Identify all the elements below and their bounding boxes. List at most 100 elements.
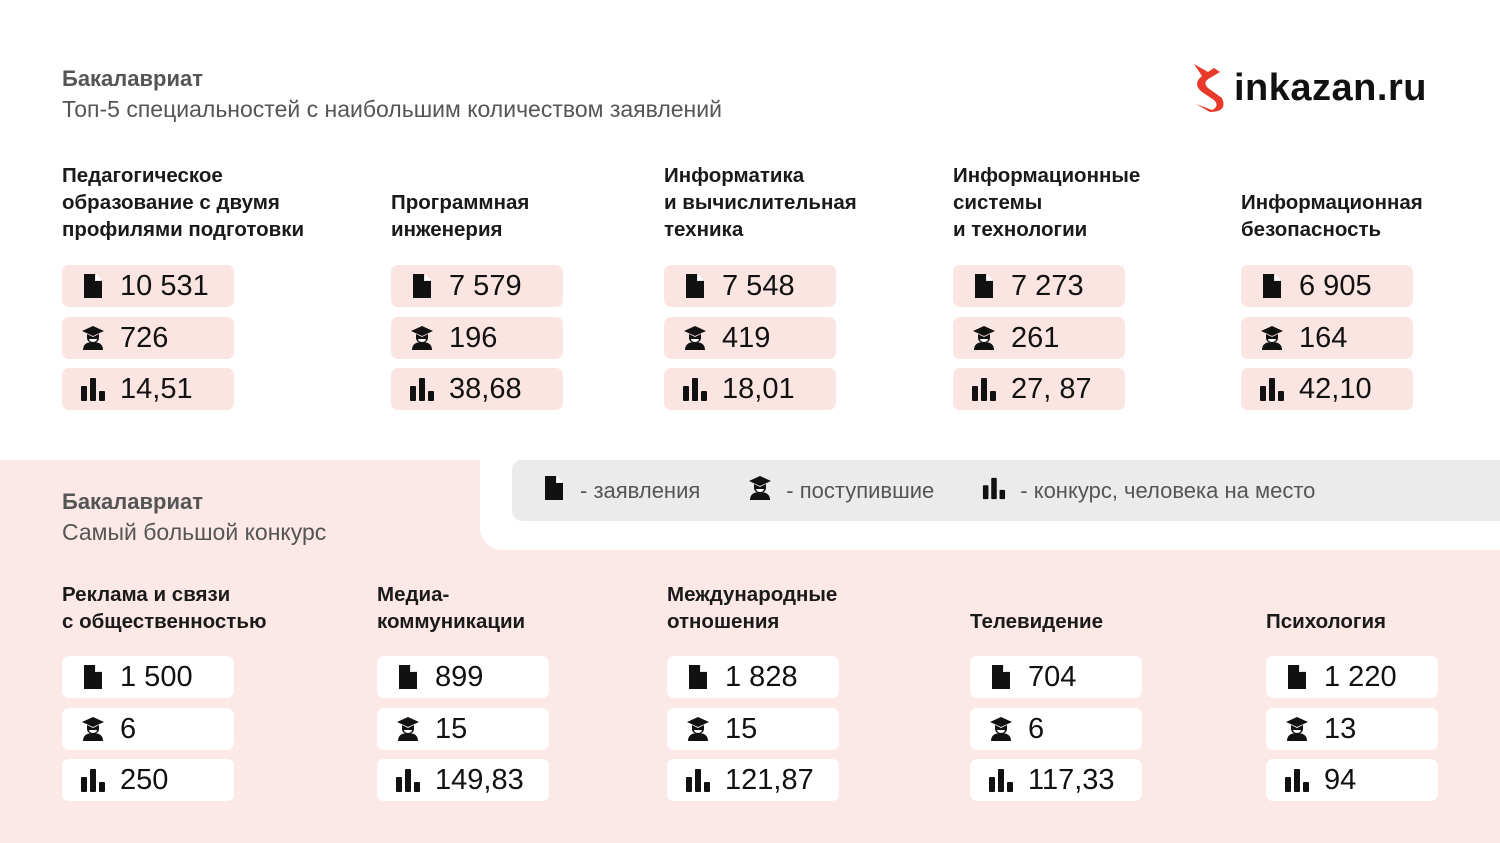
enrolled-pill: 164: [1241, 317, 1413, 359]
section-title-top: Бакалавриат: [62, 66, 204, 91]
graduate-icon: [1284, 716, 1310, 742]
applications-value: 6 905: [1299, 269, 1372, 302]
specialty-name: Международные отношения: [667, 583, 838, 633]
bar-chart-icon: [685, 767, 711, 793]
specialty-card: Телевидение 704 6 117,33: [970, 0, 1260, 843]
applications-pill: 1 500: [62, 656, 234, 698]
competition-pill: 94: [1266, 759, 1438, 801]
legend-applications: - заявления: [580, 477, 701, 503]
document-icon: [971, 273, 997, 299]
bar-chart-icon: [982, 475, 1006, 507]
specialty-name: Телевидение: [970, 610, 1104, 633]
competition-pill: 250: [62, 759, 234, 801]
competition-pill: 27, 87: [953, 368, 1125, 410]
enrolled-pill: 726: [62, 317, 234, 359]
enrolled-pill: 15: [377, 708, 549, 750]
applications-pill: 7 273: [953, 265, 1125, 307]
document-icon: [395, 664, 421, 690]
enrolled-value: 726: [120, 321, 169, 354]
section-subtitle-top: Топ-5 специальностей с наибольшим количе…: [62, 96, 722, 122]
bar-chart-icon: [971, 376, 997, 402]
competition-value: 121,87: [725, 763, 814, 796]
specialty-card: Педагогическое образование с двумя профи…: [62, 0, 352, 843]
document-icon: [80, 273, 106, 299]
applications-pill: 1 828: [667, 656, 839, 698]
bar-chart-icon: [988, 767, 1014, 793]
specialty-name: Информатика и вычислительная техника: [664, 164, 857, 241]
competition-value: 149,83: [435, 763, 524, 796]
graduate-icon: [988, 716, 1014, 742]
specialty-name: Информационная безопасность: [1241, 191, 1423, 241]
specialty-name: Медиа- коммуникации: [377, 583, 526, 633]
specialty-name: Педагогическое образование с двумя профи…: [62, 164, 305, 241]
competition-value: 38,68: [449, 372, 522, 405]
legend-enrolled: - поступившие: [786, 477, 935, 503]
enrolled-value: 164: [1299, 321, 1348, 354]
enrolled-value: 196: [449, 321, 498, 354]
graduate-icon: [409, 325, 435, 351]
legend-competition: - конкурс, человека на место: [1020, 477, 1316, 503]
document-icon: [1259, 273, 1285, 299]
applications-value: 7 273: [1011, 269, 1084, 302]
enrolled-pill: 261: [953, 317, 1125, 359]
enrolled-value: 13: [1324, 712, 1357, 745]
document-icon: [1284, 664, 1310, 690]
bar-chart-icon: [80, 376, 106, 402]
applications-value: 10 531: [120, 269, 209, 302]
competition-value: 18,01: [722, 372, 795, 405]
bar-chart-icon: [1284, 767, 1310, 793]
document-icon: [685, 664, 711, 690]
specialty-name: Психология: [1266, 610, 1387, 633]
applications-value: 1 220: [1324, 660, 1397, 693]
specialty-card: Медиа- коммуникации 899 15 149,83: [377, 0, 667, 843]
applications-value: 704: [1028, 660, 1077, 693]
enrolled-value: 15: [725, 712, 758, 745]
document-icon: [409, 273, 435, 299]
competition-pill: 149,83: [377, 759, 549, 801]
applications-pill: 704: [970, 656, 1142, 698]
competition-value: 14,51: [120, 372, 193, 405]
graduate-icon: [685, 716, 711, 742]
specialty-card: Международные отношения 1 828 15 121,87: [667, 0, 957, 843]
competition-value: 117,33: [1028, 763, 1115, 796]
graduate-icon: [1259, 325, 1285, 351]
competition-value: 42,10: [1299, 372, 1372, 405]
document-icon: [988, 664, 1014, 690]
specialty-card: Информационные системы и технологии 7 273…: [953, 0, 1243, 843]
enrolled-pill: 196: [391, 317, 563, 359]
competition-value: 94: [1324, 763, 1357, 796]
bar-chart-icon: [395, 767, 421, 793]
applications-value: 7 548: [722, 269, 795, 302]
enrolled-value: 15: [435, 712, 468, 745]
enrolled-value: 6: [120, 712, 137, 745]
legend: - заявления - поступившие - конкурс, чел…: [512, 460, 1500, 521]
document-icon: [542, 475, 566, 507]
enrolled-pill: 15: [667, 708, 839, 750]
competition-pill: 117,33: [970, 759, 1142, 801]
specialty-card: Информационная безопасность 6 905 164 42,10: [1241, 0, 1500, 843]
applications-pill: 7 579: [391, 265, 563, 307]
document-icon: [80, 664, 106, 690]
applications-pill: 7 548: [664, 265, 836, 307]
applications-value: 1 500: [120, 660, 193, 693]
competition-pill: 14,51: [62, 368, 234, 410]
applications-value: 7 579: [449, 269, 522, 302]
specialty-name: Реклама и связи с общественностью: [62, 583, 267, 633]
document-icon: [682, 273, 708, 299]
bar-chart-icon: [409, 376, 435, 402]
applications-value: 899: [435, 660, 484, 693]
bar-chart-icon: [1259, 376, 1285, 402]
enrolled-pill: 13: [1266, 708, 1438, 750]
competition-pill: 38,68: [391, 368, 563, 410]
logo-text: inkazan.ru: [1234, 66, 1427, 109]
applications-pill: 899: [377, 656, 549, 698]
competition-pill: 18,01: [664, 368, 836, 410]
bar-chart-icon: [682, 376, 708, 402]
graduate-icon: [748, 475, 772, 507]
graduate-icon: [80, 325, 106, 351]
applications-pill: 1 220: [1266, 656, 1438, 698]
enrolled-pill: 419: [664, 317, 836, 359]
competition-pill: 121,87: [667, 759, 839, 801]
enrolled-value: 261: [1011, 321, 1060, 354]
specialty-card: Реклама и связи с общественностью 1 500 6 2…: [62, 0, 352, 843]
